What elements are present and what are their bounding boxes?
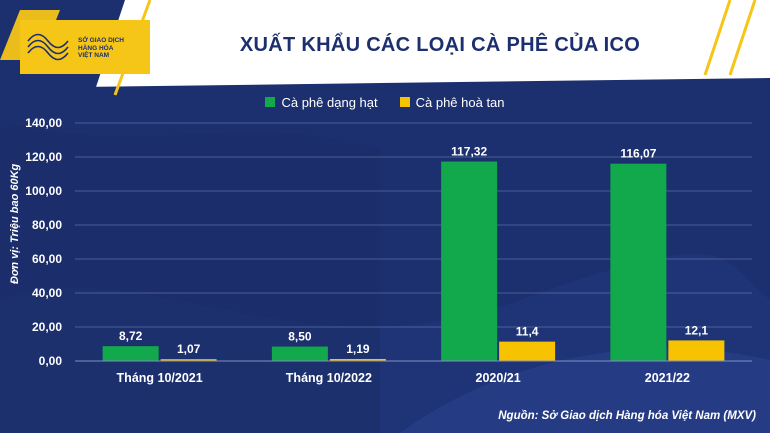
page-title: XUẤT KHẨU CÁC LOẠI CÀ PHÊ CỦA ICO [239, 34, 641, 56]
bar-yellow [329, 358, 386, 361]
data-label: 12,1 [685, 323, 709, 337]
data-label: 11,4 [516, 325, 539, 339]
data-label: 1,19 [346, 342, 370, 356]
chart-legend: Cà phê dạng hạt Cà phê hoà tan [0, 93, 770, 111]
y-tick-label: 140,00 [25, 116, 62, 130]
legend-item-yellow: Cà phê hoà tan [399, 93, 505, 111]
bar-green [102, 346, 159, 361]
legend-swatch-green [265, 97, 276, 107]
y-tick-label: 60,00 [32, 252, 62, 266]
logo-text: SỞ GIAO DỊCH HÀNG HÓA VIỆT NAM [78, 37, 148, 60]
bar-yellow [160, 359, 217, 361]
bar-green [610, 163, 667, 361]
x-tick-label: 2020/21 [476, 371, 521, 385]
data-label: 116,07 [620, 147, 656, 161]
y-tick-label: 80,00 [32, 218, 62, 232]
logo-mark [20, 20, 150, 74]
legend-label: Cà phê dạng hạt [281, 94, 378, 110]
x-tick-label: Tháng 10/2021 [117, 371, 203, 385]
x-tick-label: 2021/22 [645, 371, 690, 385]
source-note: Nguồn: Sở Giao dịch Hàng hóa Việt Nam (M… [498, 410, 756, 422]
y-tick-label: 0,00 [39, 354, 63, 368]
legend-item-green: Cà phê dạng hạt [265, 93, 378, 111]
y-tick-label: 20,00 [32, 320, 62, 334]
logo-line: HÀNG HÓA [78, 44, 114, 52]
legend-swatch-yellow [399, 97, 410, 107]
bar-yellow [499, 341, 556, 361]
data-label: 8,50 [288, 330, 312, 344]
bar-yellow [668, 340, 725, 361]
y-tick-label: 100,00 [25, 184, 62, 198]
bar-green [271, 346, 328, 361]
y-tick-label: 120,00 [25, 150, 62, 164]
logo: SỞ GIAO DỊCH HÀNG HÓA VIỆT NAM [20, 20, 150, 74]
bar-green [441, 161, 498, 361]
x-tick-label: Tháng 10/2022 [286, 371, 372, 385]
logo-line: VIỆT NAM [78, 52, 110, 59]
data-label: 8,72 [119, 329, 143, 343]
data-label: 117,32 [451, 145, 487, 159]
y-tick-label: 40,00 [32, 286, 62, 300]
legend-label: Cà phê hoà tan [415, 94, 505, 110]
data-label: 1,07 [177, 342, 201, 356]
logo-line: SỞ GIAO DỊCH [78, 37, 124, 44]
